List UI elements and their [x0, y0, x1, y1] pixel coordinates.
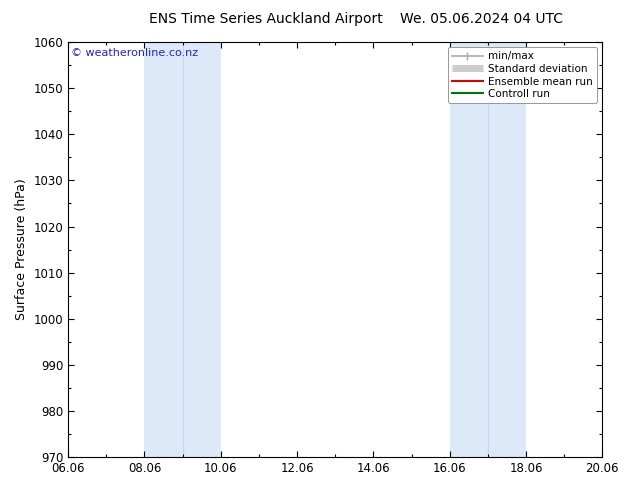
Legend: min/max, Standard deviation, Ensemble mean run, Controll run: min/max, Standard deviation, Ensemble me…: [448, 47, 597, 103]
Y-axis label: Surface Pressure (hPa): Surface Pressure (hPa): [15, 179, 28, 320]
Text: © weatheronline.co.nz: © weatheronline.co.nz: [71, 49, 198, 58]
Bar: [450, 42, 526, 457]
Bar: [145, 42, 221, 457]
Text: ENS Time Series Auckland Airport: ENS Time Series Auckland Airport: [150, 12, 383, 26]
Text: We. 05.06.2024 04 UTC: We. 05.06.2024 04 UTC: [400, 12, 564, 26]
